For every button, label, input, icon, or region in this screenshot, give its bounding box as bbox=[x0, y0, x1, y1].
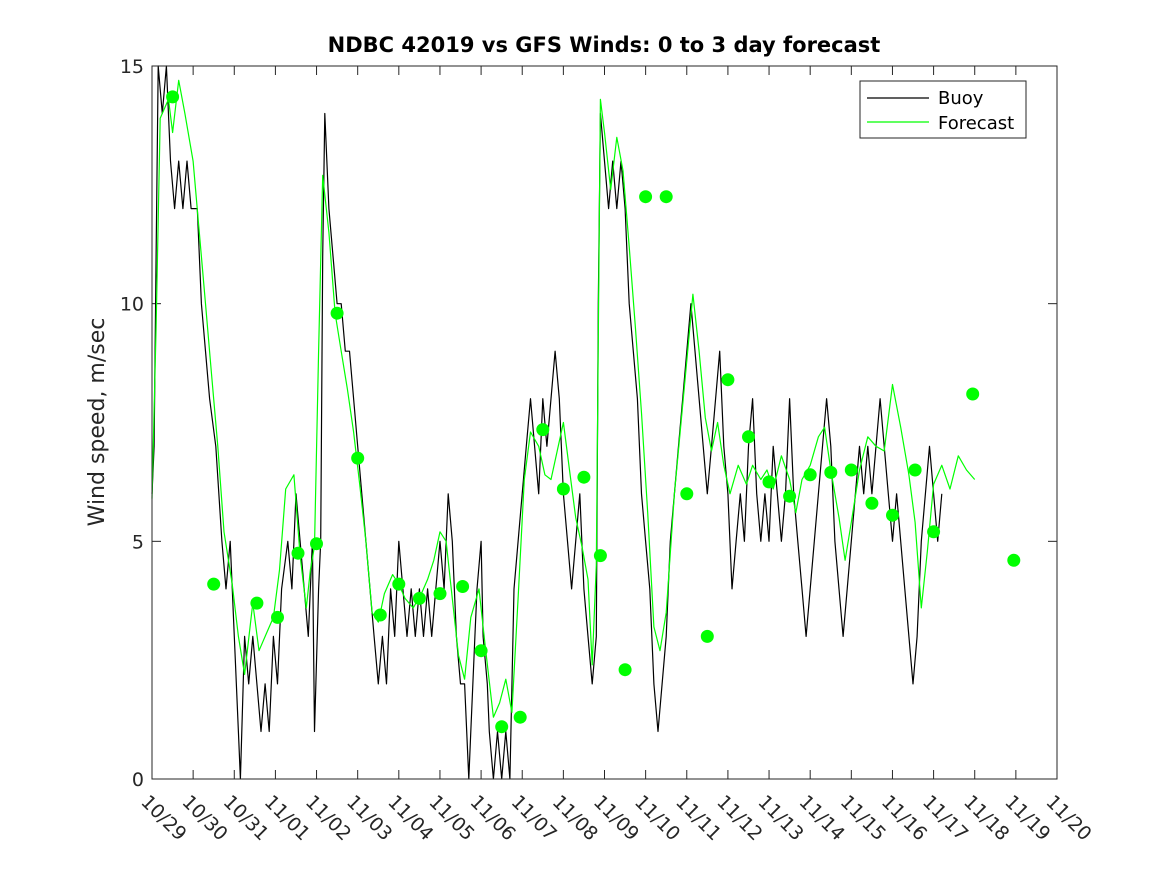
y-axis-ticks: 0 5 10 15 bbox=[120, 56, 1057, 791]
forecast-point bbox=[412, 591, 426, 605]
forecast-point bbox=[577, 470, 591, 484]
series-line-forecast bbox=[151, 79, 976, 718]
forecast-point bbox=[495, 720, 509, 734]
forecast-point bbox=[373, 608, 387, 622]
forecast-point bbox=[886, 508, 899, 522]
y-axis-label: Wind speed, m/sec bbox=[85, 318, 110, 527]
forecast-point bbox=[1007, 553, 1021, 567]
forecast-point bbox=[680, 487, 694, 501]
forecast-markers bbox=[166, 90, 1021, 734]
forecast-point bbox=[392, 577, 406, 591]
y-tick-label: 5 bbox=[132, 531, 144, 553]
forecast-point bbox=[721, 373, 735, 387]
forecast-point bbox=[207, 577, 221, 591]
forecast-point bbox=[783, 489, 797, 503]
chart-title: NDBC 42019 vs GFS Winds: 0 to 3 day fore… bbox=[328, 33, 881, 57]
forecast-point bbox=[536, 423, 550, 437]
y-tick-label: 0 bbox=[132, 769, 144, 791]
forecast-point bbox=[556, 482, 570, 496]
series-line-buoy bbox=[151, 65, 943, 780]
forecast-point bbox=[824, 465, 838, 479]
forecast-point bbox=[351, 451, 365, 465]
forecast-point bbox=[803, 468, 817, 482]
y-tick-label: 15 bbox=[120, 56, 144, 78]
plot-area bbox=[152, 66, 1057, 779]
forecast-point bbox=[700, 629, 714, 643]
forecast-point bbox=[844, 463, 858, 477]
forecast-point bbox=[474, 644, 488, 658]
forecast-point bbox=[865, 496, 879, 510]
forecast-point bbox=[310, 537, 323, 551]
forecast-point bbox=[166, 90, 180, 104]
forecast-point bbox=[593, 549, 607, 563]
forecast-point bbox=[659, 190, 673, 204]
legend-box bbox=[859, 80, 1027, 139]
forecast-point bbox=[742, 430, 755, 444]
legend: Buoy Forecast bbox=[859, 80, 1027, 139]
forecast-point bbox=[618, 663, 632, 677]
forecast-point bbox=[908, 463, 922, 477]
forecast-point bbox=[250, 596, 264, 610]
forecast-point bbox=[639, 190, 653, 204]
y-tick-label: 10 bbox=[120, 294, 144, 316]
legend-buoy-label: Buoy bbox=[938, 88, 984, 109]
forecast-point bbox=[456, 580, 470, 593]
legend-forecast-label: Forecast bbox=[938, 113, 1014, 134]
forecast-point bbox=[271, 610, 284, 624]
forecast-point bbox=[513, 710, 527, 724]
forecast-point bbox=[291, 546, 305, 560]
forecast-point bbox=[330, 306, 344, 320]
plot-frame bbox=[151, 65, 1058, 780]
forecast-point bbox=[762, 475, 776, 489]
forecast-point bbox=[966, 387, 980, 401]
forecast-point bbox=[927, 525, 941, 539]
series-layer bbox=[151, 65, 976, 780]
forecast-point bbox=[433, 587, 447, 601]
